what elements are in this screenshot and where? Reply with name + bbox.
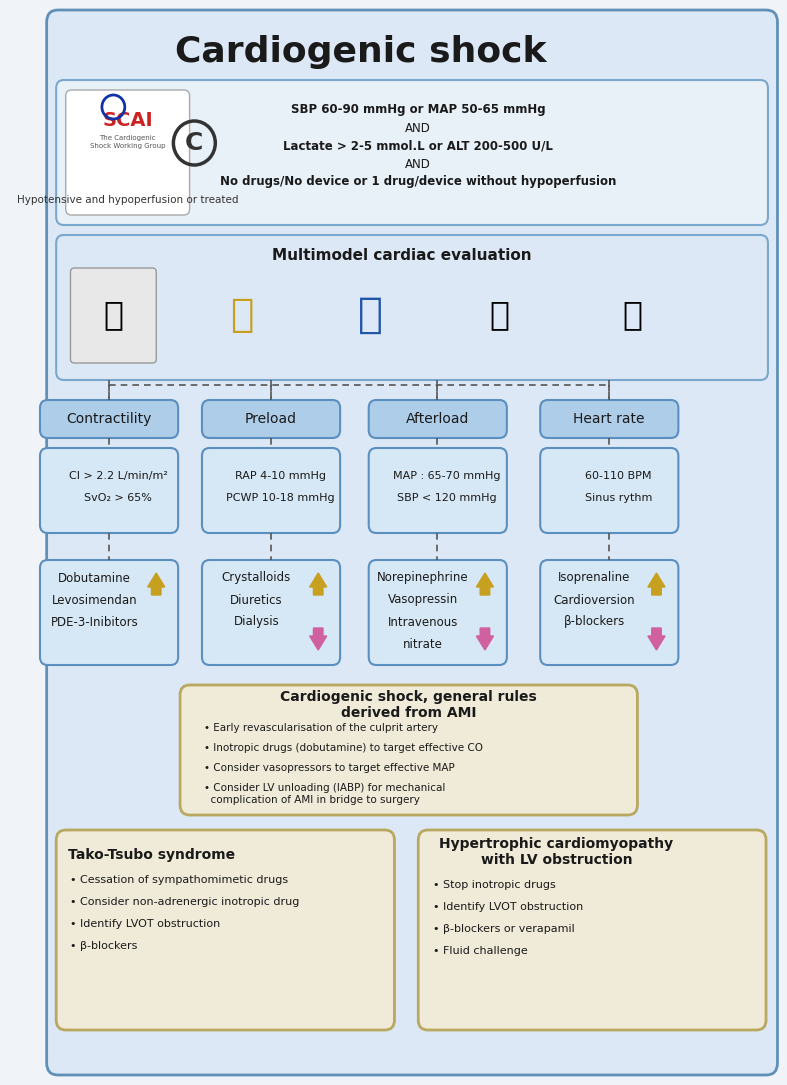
Text: Norepinephrine: Norepinephrine <box>377 572 469 585</box>
Text: SBP < 120 mmHg: SBP < 120 mmHg <box>397 493 497 503</box>
Text: Multimodel cardiac evaluation: Multimodel cardiac evaluation <box>272 247 532 263</box>
Text: RAP 4-10 mmHg: RAP 4-10 mmHg <box>235 471 326 481</box>
Text: nitrate: nitrate <box>403 638 443 651</box>
FancyBboxPatch shape <box>368 448 507 533</box>
Text: • Inotropic drugs (dobutamine) to target effective CO: • Inotropic drugs (dobutamine) to target… <box>204 743 483 753</box>
Text: complication of AMI in bridge to surgery: complication of AMI in bridge to surgery <box>204 795 419 805</box>
FancyBboxPatch shape <box>202 560 340 665</box>
Text: • Stop inotropic drugs: • Stop inotropic drugs <box>433 880 556 890</box>
Text: C: C <box>185 131 204 155</box>
Text: Isoprenaline: Isoprenaline <box>558 572 630 585</box>
FancyBboxPatch shape <box>202 400 340 438</box>
Text: SvO₂ > 65%: SvO₂ > 65% <box>84 493 152 503</box>
Text: Preload: Preload <box>245 412 297 426</box>
Text: 〰: 〰 <box>231 296 253 334</box>
FancyBboxPatch shape <box>540 400 678 438</box>
Text: 60-110 BPM: 60-110 BPM <box>585 471 652 481</box>
Text: Dobutamine: Dobutamine <box>58 572 131 585</box>
Text: • Early revascularisation of the culprit artery: • Early revascularisation of the culprit… <box>204 723 438 733</box>
Text: Lactate > 2-5 mmol.L or ALT 200-500 U/L: Lactate > 2-5 mmol.L or ALT 200-500 U/L <box>283 140 553 153</box>
Text: • Identify LVOT obstruction: • Identify LVOT obstruction <box>433 902 583 912</box>
Text: • β-blockers: • β-blockers <box>71 941 138 950</box>
Text: • Consider non-adrenergic inotropic drug: • Consider non-adrenergic inotropic drug <box>71 897 300 907</box>
FancyBboxPatch shape <box>202 448 340 533</box>
FancyArrow shape <box>648 573 665 595</box>
Text: MAP : 65-70 mmHg: MAP : 65-70 mmHg <box>393 471 501 481</box>
FancyBboxPatch shape <box>40 400 178 438</box>
Text: Contractility: Contractility <box>66 412 151 426</box>
Text: Hypertrophic cardiomyopathy
with LV obstruction: Hypertrophic cardiomyopathy with LV obst… <box>439 837 674 867</box>
FancyArrow shape <box>309 573 327 595</box>
FancyBboxPatch shape <box>540 560 678 665</box>
FancyBboxPatch shape <box>56 80 768 225</box>
Text: AND: AND <box>405 157 431 170</box>
Text: • Identify LVOT obstruction: • Identify LVOT obstruction <box>71 919 220 929</box>
Text: • Consider LV unloading (IABP) for mechanical: • Consider LV unloading (IABP) for mecha… <box>204 783 445 793</box>
Text: Levosimendan: Levosimendan <box>51 593 137 607</box>
Text: PDE-3-Inibitors: PDE-3-Inibitors <box>50 615 139 628</box>
Text: Cardiogenic shock: Cardiogenic shock <box>176 35 547 69</box>
Text: • β-blockers or verapamil: • β-blockers or verapamil <box>433 924 575 934</box>
Text: No drugs/No device or 1 drug/device without hypoperfusion: No drugs/No device or 1 drug/device with… <box>220 176 616 189</box>
FancyBboxPatch shape <box>418 830 766 1030</box>
Text: ⌒: ⌒ <box>358 294 383 336</box>
FancyBboxPatch shape <box>180 685 637 815</box>
Text: SBP 60-90 mmHg or MAP 50-65 mmHg: SBP 60-90 mmHg or MAP 50-65 mmHg <box>291 103 545 116</box>
FancyArrow shape <box>476 573 493 595</box>
FancyArrow shape <box>148 573 164 595</box>
Text: Shock Working Group: Shock Working Group <box>90 143 165 149</box>
Text: 💉: 💉 <box>490 298 509 332</box>
Text: β-blockers: β-blockers <box>564 615 625 628</box>
Text: Diuretics: Diuretics <box>230 593 283 607</box>
Text: PCWP 10-18 mmHg: PCWP 10-18 mmHg <box>226 493 334 503</box>
Text: AND: AND <box>405 122 431 135</box>
Text: Crystalloids: Crystalloids <box>222 572 291 585</box>
Text: Vasopressin: Vasopressin <box>388 593 458 607</box>
Text: The Cardiogenic: The Cardiogenic <box>99 135 156 141</box>
Text: CI > 2.2 L/min/m²: CI > 2.2 L/min/m² <box>68 471 168 481</box>
Text: 🖥: 🖥 <box>103 298 124 332</box>
Text: • Fluid challenge: • Fluid challenge <box>433 946 527 956</box>
Text: • Cessation of sympathomimetic drugs: • Cessation of sympathomimetic drugs <box>71 875 289 885</box>
FancyBboxPatch shape <box>56 235 768 380</box>
FancyBboxPatch shape <box>46 10 778 1075</box>
FancyBboxPatch shape <box>368 560 507 665</box>
Text: Tako-Tsubo syndrome: Tako-Tsubo syndrome <box>68 848 235 861</box>
Text: Cardioversion: Cardioversion <box>554 593 635 607</box>
FancyBboxPatch shape <box>65 90 190 215</box>
Text: SCAI: SCAI <box>102 111 153 129</box>
FancyBboxPatch shape <box>40 560 178 665</box>
Text: Heart rate: Heart rate <box>573 412 645 426</box>
Text: 📊: 📊 <box>623 298 643 332</box>
FancyBboxPatch shape <box>56 830 394 1030</box>
Text: Sinus rythm: Sinus rythm <box>585 493 652 503</box>
FancyBboxPatch shape <box>540 448 678 533</box>
FancyBboxPatch shape <box>368 400 507 438</box>
Text: Hypotensive and hypoperfusion or treated: Hypotensive and hypoperfusion or treated <box>17 195 238 205</box>
Text: Afterload: Afterload <box>405 412 469 426</box>
FancyBboxPatch shape <box>40 448 178 533</box>
Text: Dialysis: Dialysis <box>234 615 279 628</box>
FancyArrow shape <box>648 628 665 650</box>
Text: • Consider vasopressors to target effective MAP: • Consider vasopressors to target effect… <box>204 763 455 773</box>
Text: Intravenous: Intravenous <box>388 615 458 628</box>
Text: Cardiogenic shock, general rules
derived from AMI: Cardiogenic shock, general rules derived… <box>280 690 537 720</box>
FancyArrow shape <box>476 628 493 650</box>
FancyBboxPatch shape <box>71 268 157 363</box>
FancyArrow shape <box>309 628 327 650</box>
